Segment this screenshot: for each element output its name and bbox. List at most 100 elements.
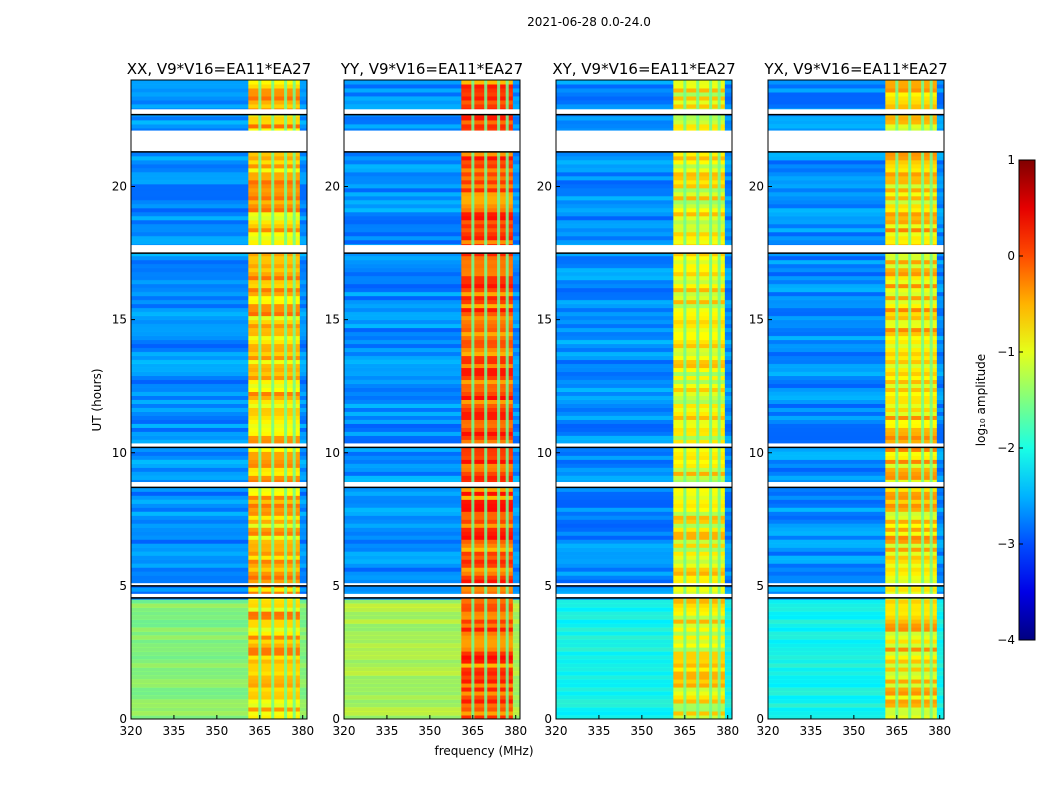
heatmap-row [768, 631, 944, 636]
heatmap-row [556, 403, 732, 408]
heatmap-row [768, 467, 944, 472]
heatmap-row [768, 327, 944, 333]
heatmap-row [344, 343, 520, 349]
heatmap-row [344, 407, 520, 412]
flagged-range [131, 130, 307, 152]
heatmap-row [131, 411, 307, 416]
heatmap-row [344, 80, 520, 85]
heatmap-row [556, 343, 732, 349]
heatmap-row [344, 299, 520, 305]
heatmap-row [556, 659, 732, 664]
heatmap-row [344, 567, 520, 572]
heatmap-row [768, 639, 944, 644]
panel-3: XY, V9*V16=EA11*EA27 320 335 350 365 380 0 5 10 1… [537, 60, 739, 738]
heatmap-row [131, 615, 307, 620]
heatmap-row [131, 283, 307, 289]
rfi-gap [505, 80, 509, 719]
heatmap-row [344, 371, 520, 377]
heatmap-row [131, 639, 307, 644]
heatmap-row [556, 215, 732, 221]
heatmap-row [131, 587, 307, 592]
heatmap-row [768, 187, 944, 193]
heatmap-row [556, 119, 732, 125]
heatmap-row [131, 191, 307, 197]
panel-4: YX, V9*V16=EA11*EA27 320 335 350 365 380 0 5 10 1… [749, 60, 951, 738]
rfi-gap [258, 80, 262, 719]
heatmap-row [344, 191, 520, 197]
heatmap-row [344, 715, 520, 719]
heatmap-row [556, 431, 732, 436]
heatmap-row [344, 703, 520, 708]
heatmap-row [556, 675, 732, 680]
heatmap-row [344, 391, 520, 397]
figure-suptitle: 2021-06-28 0.0-24.0 [527, 15, 651, 29]
heatmap-row [556, 635, 732, 640]
heatmap-row [556, 239, 732, 245]
heatmap-row [131, 451, 307, 456]
heatmap-row [131, 339, 307, 345]
heatmap-row [768, 383, 944, 389]
heatmap-row [344, 467, 520, 472]
heatmap-row [131, 663, 307, 668]
heatmap-row [344, 503, 520, 508]
flagged-range [768, 130, 944, 152]
heatmap-row [556, 359, 732, 365]
x-tick-label: 365 [673, 724, 696, 738]
heatmap-row [131, 351, 307, 357]
heatmap-row [131, 315, 307, 321]
y-tick-label: 5 [544, 579, 552, 593]
x-tick-label: 350 [205, 724, 228, 738]
heatmap-row [556, 183, 732, 189]
heatmap-row [131, 559, 307, 564]
rfi-gap [471, 80, 475, 719]
heatmap-row [344, 179, 520, 185]
heatmap-row [768, 571, 944, 576]
heatmap-row [131, 511, 307, 516]
heatmap-row [768, 415, 944, 420]
heatmap-row [344, 611, 520, 616]
heatmap-row [556, 263, 732, 269]
heatmap-row [556, 423, 732, 428]
heatmap-row [768, 195, 944, 201]
heatmap-row [556, 299, 732, 305]
heatmap-row [344, 555, 520, 560]
heatmap-row [344, 675, 520, 680]
heatmap-row [768, 227, 944, 233]
heatmap-row [768, 579, 944, 584]
heatmap-row [768, 371, 944, 377]
heatmap-row [344, 259, 520, 265]
flagged-range [131, 583, 307, 586]
heatmap-row [768, 183, 944, 189]
heatmap-row [556, 235, 732, 241]
heatmap-row [768, 355, 944, 361]
heatmap-row [344, 487, 520, 492]
heatmap-row [131, 331, 307, 337]
heatmap-row [344, 207, 520, 213]
heatmap-row [556, 699, 732, 704]
heatmap-row [768, 315, 944, 321]
heatmap-row [344, 347, 520, 353]
heatmap-row [768, 223, 944, 229]
heatmap-row [131, 155, 307, 161]
heatmap-row [768, 627, 944, 632]
flagged-range [768, 593, 944, 598]
heatmap-row [131, 175, 307, 181]
heatmap-row [131, 531, 307, 536]
colorbar: −4 −3 −2 −1 0 1 [997, 153, 1036, 647]
heatmap-row [344, 271, 520, 277]
heatmap-row [131, 203, 307, 209]
heatmap-row [131, 475, 307, 480]
heatmap-row [131, 603, 307, 608]
flagged-range [768, 245, 944, 254]
heatmap-row [556, 463, 732, 468]
heatmap-row [556, 563, 732, 568]
heatmap-row [768, 615, 944, 620]
heatmap-row [556, 455, 732, 460]
heatmap-row [556, 679, 732, 684]
heatmap-row [556, 287, 732, 293]
heatmap-row [131, 239, 307, 245]
heatmap-row [131, 679, 307, 684]
heatmap-row [344, 455, 520, 460]
heatmap-row [131, 547, 307, 552]
heatmap-row [131, 495, 307, 500]
